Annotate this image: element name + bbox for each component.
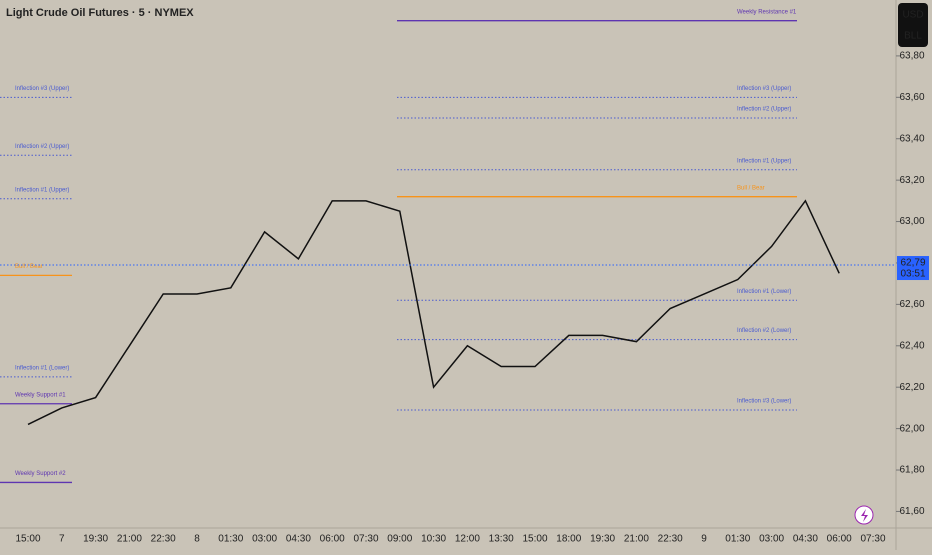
- x-tick-label: 04:30: [793, 534, 818, 545]
- level-label: Inflection #1 (Lower): [15, 365, 69, 371]
- x-tick-label: 03:00: [252, 534, 277, 545]
- y-tick-label: 62,40: [899, 340, 924, 351]
- level-label: Bull / Bear: [737, 185, 765, 191]
- x-tick-label: 06:00: [320, 534, 345, 545]
- x-tick-label: 12:00: [455, 534, 480, 545]
- level-label: Inflection #2 (Lower): [737, 328, 791, 334]
- level-label: Inflection #1 (Upper): [15, 187, 69, 193]
- level-label: Bull / Bear: [15, 264, 43, 270]
- x-tick-label: 7: [59, 534, 65, 545]
- y-tick-label: 62,20: [899, 382, 924, 393]
- x-tick-label: 22:30: [151, 534, 176, 545]
- level-label: Inflection #2 (Upper): [737, 107, 791, 113]
- x-tick-label: 15:00: [15, 534, 40, 545]
- x-tick-label: 01:30: [725, 534, 750, 545]
- level-label: Inflection #3 (Lower): [737, 399, 791, 405]
- level-label: Inflection #3 (Upper): [737, 86, 791, 92]
- level-label: Inflection #1 (Upper): [737, 158, 791, 164]
- level-label: Inflection #2 (Upper): [15, 144, 69, 150]
- x-tick-label: 10:30: [421, 534, 446, 545]
- y-tick-label: 63,00: [899, 216, 924, 227]
- chart-title: Light Crude Oil Futures · 5 · NYMEX: [6, 7, 194, 19]
- x-tick-label: 19:30: [83, 534, 108, 545]
- y-tick-label: 63,60: [899, 92, 924, 103]
- y-tick-label: 62,60: [899, 299, 924, 310]
- x-tick-label: 13:30: [489, 534, 514, 545]
- x-tick-label: 01:30: [218, 534, 243, 545]
- last-price-label: 62,79: [900, 258, 925, 269]
- countdown: 03:51: [900, 269, 925, 280]
- level-label: Weekly Support #1: [15, 392, 66, 398]
- level-label: Weekly Resistance #1: [737, 9, 797, 15]
- x-tick-label: 21:00: [624, 534, 649, 545]
- price-line: [27, 199, 840, 426]
- x-tick-label: 04:30: [286, 534, 311, 545]
- y-tick-label: 62,00: [899, 423, 924, 434]
- level-label: Inflection #1 (Lower): [737, 289, 791, 295]
- x-tick-label: 15:00: [522, 534, 547, 545]
- x-tick-label: 06:00: [827, 534, 852, 545]
- flash-glyph: [861, 509, 868, 522]
- y-tick-label: 63,40: [899, 133, 924, 144]
- x-tick-label: 07:30: [860, 534, 885, 545]
- x-tick-label: 03:00: [759, 534, 784, 545]
- y-tick-label: 63,80: [899, 51, 924, 62]
- currency-box[interactable]: [898, 3, 928, 47]
- x-tick-label: 19:30: [590, 534, 615, 545]
- last-price-box: [897, 256, 929, 281]
- x-tick-label: 09:00: [387, 534, 412, 545]
- x-tick-label: 22:30: [658, 534, 683, 545]
- y-tick-label: 63,20: [899, 175, 924, 186]
- level-label: Weekly Support #2: [15, 471, 66, 477]
- y-tick-label: 61,80: [899, 465, 924, 476]
- y-tick-label: 61,60: [899, 506, 924, 517]
- x-tick-label: 9: [701, 534, 707, 545]
- unit[interactable]: BLL: [904, 31, 922, 42]
- x-tick-label: 18:00: [556, 534, 581, 545]
- x-tick-label: 21:00: [117, 534, 142, 545]
- x-tick-label: 07:30: [353, 534, 378, 545]
- currency[interactable]: USD: [902, 10, 923, 21]
- x-tick-label: 8: [194, 534, 200, 545]
- level-label: Inflection #3 (Upper): [15, 86, 69, 92]
